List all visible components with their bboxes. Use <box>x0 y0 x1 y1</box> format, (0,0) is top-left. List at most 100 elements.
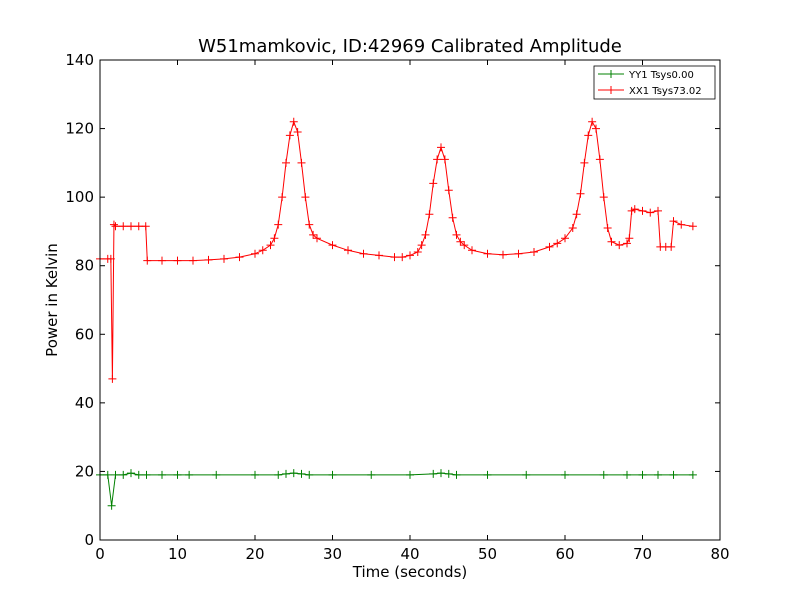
data-point <box>669 217 678 226</box>
data-point <box>452 230 461 239</box>
data-point <box>251 249 259 258</box>
y-tick-label: 140 <box>65 51 94 69</box>
x-axis-label: Time (seconds) <box>352 563 468 581</box>
data-point <box>646 208 655 217</box>
data-point <box>270 234 279 243</box>
legend-label-yy1: YY1 Tsys0.00 <box>628 70 694 81</box>
data-point <box>134 222 143 231</box>
data-point <box>282 158 290 167</box>
y-tick-label: 100 <box>65 188 94 206</box>
data-point <box>530 248 538 256</box>
data-point <box>398 253 407 262</box>
data-point <box>109 220 118 229</box>
data-point <box>235 253 244 262</box>
data-point <box>595 155 604 164</box>
data-point <box>313 234 321 243</box>
data-point <box>367 470 376 479</box>
ticks-layer: 0 10 20 30 40 50 60 70 80 0 20 40 60 80 100 120 140 <box>65 51 729 563</box>
data-point <box>297 158 306 167</box>
y-axis-label: Power in Kelvin <box>43 243 61 357</box>
x-tick-label: 50 <box>478 545 497 563</box>
data-point <box>468 246 476 255</box>
data-point <box>258 246 267 255</box>
data-point <box>375 251 383 260</box>
data-point <box>638 470 647 479</box>
data-point <box>499 250 507 259</box>
data-point <box>204 255 213 264</box>
data-point <box>580 158 589 167</box>
data-point <box>429 469 438 478</box>
data-point <box>425 210 434 219</box>
data-point <box>599 193 608 202</box>
data-point <box>305 220 314 229</box>
data-point <box>111 470 120 479</box>
data-point <box>592 124 600 133</box>
data-point <box>448 213 457 222</box>
data-point <box>158 470 166 479</box>
x-tick-label: 0 <box>95 545 105 563</box>
data-point <box>654 206 662 215</box>
data-point <box>127 469 135 478</box>
legend-box <box>593 65 716 100</box>
chart-title: W51mamkovic, ID:42969 Calibrated Amplitu… <box>198 36 622 57</box>
data-point <box>297 469 306 478</box>
data-point <box>251 470 259 479</box>
data-point <box>212 470 221 479</box>
series-1 <box>96 117 697 383</box>
data-point <box>134 470 143 479</box>
data-point <box>456 237 465 246</box>
data-point <box>460 241 469 250</box>
data-point <box>173 470 182 479</box>
x-tick-label: 80 <box>710 545 729 563</box>
data-point <box>173 256 182 265</box>
data-point <box>390 253 399 262</box>
data-point <box>328 241 337 250</box>
data-point <box>561 234 569 243</box>
legend-item-xx1: XX1 Tsys73.02 <box>598 86 702 97</box>
data-point <box>545 242 554 251</box>
legend-label-xx1: XX1 Tsys73.02 <box>629 86 702 97</box>
data-point <box>344 246 352 255</box>
data-point <box>588 117 597 126</box>
data-point <box>522 470 531 479</box>
data-point <box>623 470 631 479</box>
y-tick-label: 20 <box>75 462 94 480</box>
data-point <box>437 143 445 152</box>
data-point <box>142 470 151 479</box>
data-point <box>301 193 310 202</box>
data-point <box>282 469 290 478</box>
y-tick-label: 120 <box>65 120 94 138</box>
data-point <box>305 470 314 479</box>
data-point <box>359 249 368 258</box>
data-point <box>599 470 608 479</box>
plot-area <box>100 60 720 540</box>
legend-marker-yy1 <box>607 70 615 78</box>
data-point <box>119 222 128 231</box>
data-point <box>406 470 414 479</box>
x-tick-label: 60 <box>555 545 574 563</box>
x-tick-label: 30 <box>323 545 342 563</box>
series-line <box>100 472 693 506</box>
data-point <box>433 155 442 164</box>
data-point <box>483 470 492 479</box>
data-point <box>429 179 438 188</box>
series-0 <box>96 469 697 510</box>
data-point <box>293 128 302 136</box>
data-point <box>452 470 461 479</box>
data-point <box>483 249 492 258</box>
data-point <box>274 220 283 229</box>
data-point <box>413 248 422 256</box>
data-point <box>553 239 562 248</box>
data-point <box>278 193 287 202</box>
x-tick-label: 40 <box>400 545 419 563</box>
data-point <box>561 470 569 479</box>
legend-item-yy1: YY1 Tsys0.00 <box>598 70 694 81</box>
y-tick-label: 80 <box>75 257 94 275</box>
data-point <box>688 222 697 231</box>
data-point <box>111 222 120 231</box>
x-tick-label: 10 <box>168 545 187 563</box>
x-tick-label: 20 <box>245 545 264 563</box>
y-tick-label: 0 <box>84 531 94 549</box>
data-point <box>106 254 115 263</box>
data-point <box>623 239 631 248</box>
